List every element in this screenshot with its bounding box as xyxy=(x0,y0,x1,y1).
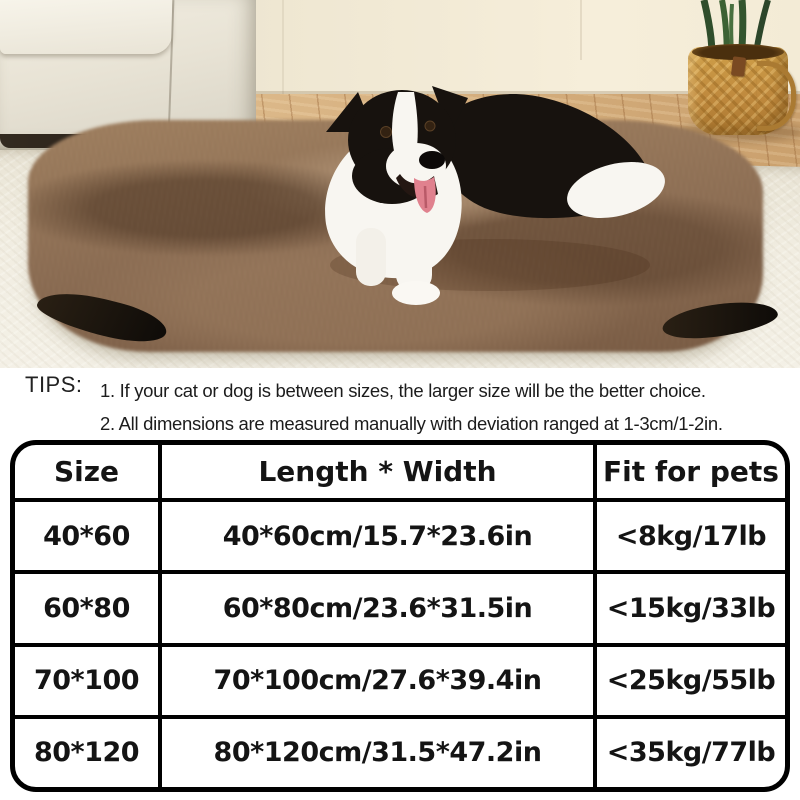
cell-weight: <8kg/17lb xyxy=(593,497,785,575)
dog-ear-right xyxy=(432,86,468,134)
table-header-row: Size Length * Width Fit for pets xyxy=(15,445,785,502)
table-row: 80*120 80*120cm/31.5*47.2in <35kg/77lb xyxy=(15,714,785,787)
wall-seam xyxy=(580,0,582,60)
table-row: 40*60 40*60cm/15.7*23.6in <8kg/17lb xyxy=(15,497,785,575)
basket-tag xyxy=(730,56,747,77)
dog-nose xyxy=(419,151,445,169)
cell-dimensions: 60*80cm/23.6*31.5in xyxy=(158,570,597,647)
cell-weight: <35kg/77lb xyxy=(593,714,785,787)
header-fit-for-pets: Fit for pets xyxy=(593,445,785,502)
tip-line-2: 2. All dimensions are measured manually … xyxy=(100,413,723,434)
dog-front-leg xyxy=(356,228,386,286)
dog-illustration xyxy=(325,86,665,305)
tips-section: TIPS: 1. If your cat or dog is between s… xyxy=(0,368,800,440)
dog-tongue-line xyxy=(423,185,428,209)
wall-seam xyxy=(282,0,284,94)
table-row: 60*80 60*80cm/23.6*31.5in <15kg/33lb xyxy=(15,570,785,647)
basket-handle xyxy=(757,61,796,131)
cell-dimensions: 40*60cm/15.7*23.6in xyxy=(158,497,597,575)
product-photo xyxy=(0,0,800,368)
dog-front-leg xyxy=(396,222,432,292)
cell-size: 40*60 xyxy=(15,497,162,575)
dog-eye xyxy=(380,126,392,138)
tips-lines: 1. If your cat or dog is between sizes, … xyxy=(100,368,800,440)
size-chart-table: Size Length * Width Fit for pets 40*60 4… xyxy=(15,445,785,787)
basket-rim xyxy=(692,44,784,60)
couch-cushion xyxy=(0,0,172,54)
dog-paw xyxy=(392,281,440,305)
plant-basket xyxy=(688,44,796,135)
dog-tail xyxy=(567,162,665,218)
table-row: 70*100 70*100cm/27.6*39.4in <25kg/55lb xyxy=(15,642,785,719)
header-size: Size xyxy=(15,445,162,502)
dog-eye xyxy=(424,120,436,132)
cell-size: 60*80 xyxy=(15,570,162,647)
cell-weight: <25kg/55lb xyxy=(593,642,785,719)
cell-weight: <15kg/33lb xyxy=(593,570,785,647)
size-chart: Size Length * Width Fit for pets 40*60 4… xyxy=(10,440,790,792)
tip-line-1: 1. If your cat or dog is between sizes, … xyxy=(100,380,706,401)
cell-size: 80*120 xyxy=(15,714,162,787)
tips-label: TIPS: xyxy=(25,372,83,397)
cell-size: 70*100 xyxy=(15,642,162,719)
cell-dimensions: 70*100cm/27.6*39.4in xyxy=(158,642,597,719)
cell-dimensions: 80*120cm/31.5*47.2in xyxy=(158,714,597,787)
header-length-width: Length * Width xyxy=(158,445,597,502)
